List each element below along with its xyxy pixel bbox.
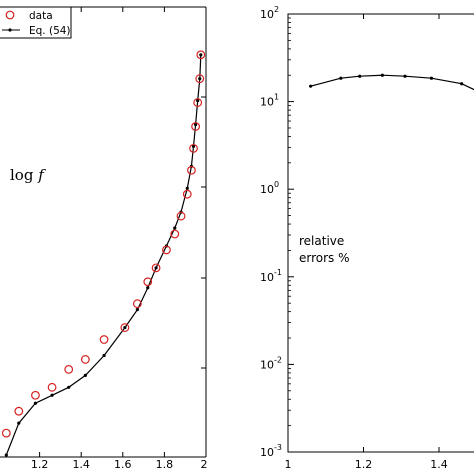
right-y-tick-label: 10-3	[260, 443, 282, 459]
data-point-marker	[99, 335, 109, 344]
eq54-point	[198, 77, 202, 81]
eq54-point	[123, 325, 127, 330]
data-point-marker	[1, 428, 11, 438]
left-chart-panel: 1.2 1.4 1.6 1.8 2 log f data Eq. (54)	[0, 6, 208, 471]
relative-error-point	[380, 73, 384, 77]
relative-error-point	[309, 84, 313, 88]
relative-error-point	[358, 74, 362, 78]
data-point-marker	[195, 74, 205, 84]
left-y-axis-label: log f	[10, 166, 46, 184]
data-point-marker	[187, 165, 196, 175]
data-point-marker	[132, 299, 142, 309]
legend-eq54-label: Eq. (54)	[29, 25, 71, 37]
relative-error-series-points	[309, 73, 464, 88]
eq54-point	[83, 373, 87, 377]
right-y-tick-label: 10-2	[260, 355, 282, 371]
data-point-marker	[120, 323, 130, 332]
relative-error-point	[403, 74, 407, 78]
eq54-point	[185, 186, 189, 190]
data-point-marker	[143, 277, 153, 287]
eq54-point	[67, 385, 71, 389]
data-point-marker	[80, 355, 90, 364]
data-point-marker	[170, 229, 180, 239]
eq54-point	[196, 98, 200, 103]
right-y-tick-label: 102	[260, 5, 279, 21]
left-x-tick-label: 1.6	[114, 458, 132, 471]
relative-error-point	[460, 82, 464, 86]
legend-data-marker	[5, 10, 15, 20]
data-point-marker	[162, 245, 171, 255]
left-x-tick-label: 1.4	[72, 458, 90, 471]
right-y-tick-label: 100	[260, 180, 279, 196]
eq54-point	[135, 308, 139, 312]
data-point-marker	[193, 98, 203, 107]
data-point-marker	[191, 122, 201, 131]
left-y-ticks	[201, 96, 206, 369]
data-point-marker	[64, 364, 74, 374]
right-x-tick-label: 1	[285, 458, 292, 471]
right-y-tick-label: 101	[260, 93, 279, 109]
eq54-point	[194, 122, 198, 127]
right-y-tick-label: 10-1	[260, 268, 282, 284]
left-x-tick-label: 1.2	[31, 458, 49, 471]
right-plot-frame	[287, 13, 474, 453]
relative-error-series-line	[310, 74, 474, 91]
eq54-point	[173, 226, 177, 230]
eq54-point	[33, 401, 38, 405]
eq54-point	[146, 286, 150, 290]
right-x-ticks: 11.21.41.61.8	[285, 14, 448, 471]
right-x-tick-label: 1.4	[430, 458, 448, 471]
eq54-point	[17, 421, 21, 425]
legend-data-label: data	[29, 10, 53, 22]
right-x-tick-label: 1.2	[355, 458, 373, 471]
eq54-point	[191, 144, 196, 148]
left-x-ticks: 1.2 1.4 1.6 1.8 2	[31, 7, 208, 471]
data-point-marker	[31, 390, 40, 400]
right-y-ticks: 10-3 10-2 10-1 100 101 102	[260, 5, 294, 459]
eq54-curve	[5, 54, 202, 456]
left-x-tick-label: 2	[201, 458, 208, 471]
legend: data Eq. (54)	[0, 6, 72, 39]
eq54-series-line	[4, 53, 203, 457]
data-point-marker	[196, 50, 206, 60]
relative-error-point	[339, 76, 343, 80]
relative-error-curve	[310, 74, 474, 91]
data-point-marker	[176, 211, 186, 221]
data-point-marker	[47, 382, 57, 392]
eq54-point	[102, 353, 106, 358]
left-x-tick-label: 1.8	[156, 458, 174, 471]
data-point-marker	[14, 406, 24, 416]
eq54-point	[154, 266, 158, 270]
data-series-markers	[1, 50, 206, 438]
eq54-point	[4, 453, 8, 457]
data-point-marker	[189, 143, 198, 153]
relative-errors-annotation-line2: errors %	[299, 251, 350, 265]
data-point-marker	[182, 189, 192, 199]
legend-eq54-dot	[8, 28, 12, 32]
relative-error-point	[429, 76, 434, 80]
eq54-point	[199, 53, 203, 57]
data-point-marker	[151, 263, 161, 273]
relative-errors-annotation-line1: relative	[299, 234, 344, 248]
eq54-point	[50, 393, 54, 397]
